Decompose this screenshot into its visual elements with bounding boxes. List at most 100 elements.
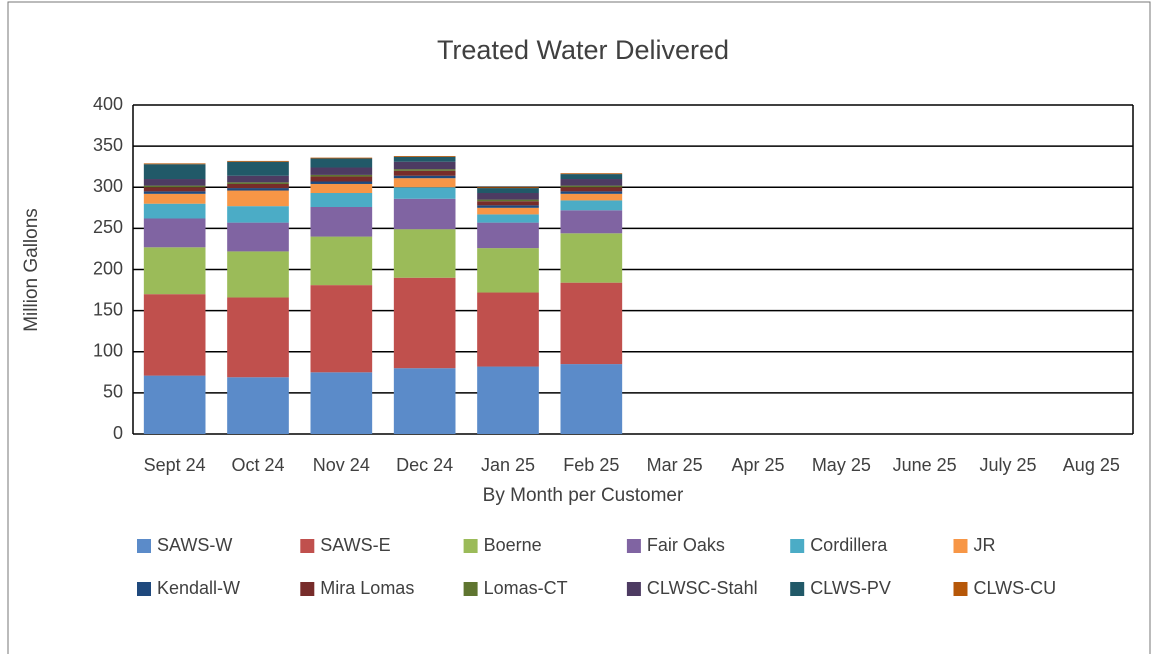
legend-swatch <box>626 539 641 553</box>
bar-segment <box>560 187 623 192</box>
x-tick-label: Jan 25 <box>481 455 535 475</box>
bar-segment <box>143 191 206 194</box>
legend-label: Boerne <box>484 535 542 555</box>
x-tick-label: Sept 24 <box>144 455 206 475</box>
bar-segment <box>560 282 623 365</box>
x-tick-label: July 25 <box>979 455 1036 475</box>
bar-segment <box>477 248 539 293</box>
bar-segment <box>560 173 623 175</box>
y-tick-label: 300 <box>93 176 123 196</box>
bar-segment <box>560 179 623 186</box>
x-tick-label: Apr 25 <box>731 455 784 475</box>
bar-segment <box>393 178 456 188</box>
bar-segment <box>227 377 289 434</box>
bar-segment <box>560 193 623 201</box>
bar-segment <box>310 167 373 175</box>
bar-segment <box>477 207 539 215</box>
bar-segment <box>310 193 373 207</box>
legend-label: CLWSC-Stahl <box>647 578 758 598</box>
legend-label: CLWS-PV <box>810 578 891 598</box>
chart-border <box>7 1 1151 659</box>
bar-segment <box>310 176 373 182</box>
bar-segment <box>393 368 456 434</box>
bar-segment <box>560 364 623 434</box>
chart-title: Treated Water Delivered <box>437 35 729 65</box>
bar-segment <box>143 203 206 219</box>
x-tick-label: Oct 24 <box>231 455 284 475</box>
legend-label: Kendall-W <box>157 578 240 598</box>
bar-segment <box>393 155 456 157</box>
y-tick-label: 50 <box>103 382 123 402</box>
y-tick-label: 350 <box>93 135 123 155</box>
bar-segment <box>143 185 206 188</box>
bar-segment <box>393 187 456 199</box>
bar-segment <box>227 183 289 189</box>
bar-segment <box>310 181 373 184</box>
bar-segment <box>560 191 623 194</box>
bar-segment <box>143 375 206 434</box>
bar-segment <box>477 187 539 189</box>
bar-segment <box>560 210 623 234</box>
legend-label: Lomas-CT <box>484 578 568 598</box>
bar-segment <box>227 161 289 176</box>
bar-segment <box>393 277 456 369</box>
legend-swatch <box>300 539 315 553</box>
bar-segment <box>310 174 373 177</box>
bar-segment <box>477 222 539 249</box>
legend-label: JR <box>974 535 996 555</box>
x-tick-label: Aug 25 <box>1063 455 1120 475</box>
bar-segment <box>477 205 539 208</box>
legend-label: SAWS-W <box>157 535 232 555</box>
bar-segment <box>560 200 623 211</box>
y-tick-label: 200 <box>93 258 123 278</box>
legend-swatch <box>953 539 968 553</box>
bar-segment <box>477 214 539 223</box>
bar-segment <box>393 161 456 170</box>
bar-segment <box>227 297 289 378</box>
bar-segment <box>477 193 539 200</box>
y-tick-label: 100 <box>93 341 123 361</box>
bar-segment <box>310 236 373 286</box>
bar-segment <box>143 187 206 192</box>
x-tick-label: Nov 24 <box>313 455 370 475</box>
bar-segment <box>393 175 456 179</box>
bar-segment <box>310 183 373 194</box>
legend-swatch <box>790 582 805 596</box>
bar-segment <box>560 233 623 283</box>
x-tick-label: Mar 25 <box>647 455 703 475</box>
legend-swatch <box>137 539 151 553</box>
bar-segment <box>560 185 623 188</box>
bar-segment <box>393 156 456 162</box>
legend-swatch <box>626 582 641 596</box>
bar-segment <box>143 179 206 186</box>
bar-segment <box>477 366 539 434</box>
bar-segment <box>227 190 289 207</box>
x-axis-label: By Month per Customer <box>483 485 684 506</box>
bar-segment <box>477 188 539 194</box>
x-tick-label: Dec 24 <box>396 455 453 475</box>
legend-label: Cordillera <box>810 535 888 555</box>
y-tick-label: 150 <box>93 299 123 319</box>
bar-segment <box>227 222 289 252</box>
y-tick-label: 250 <box>93 217 123 237</box>
bar-segment <box>310 158 373 168</box>
legend-label: Fair Oaks <box>647 535 725 555</box>
bar-segment <box>227 182 289 184</box>
x-tick-label: May 25 <box>812 455 871 475</box>
bar-segment <box>477 292 539 367</box>
legend-swatch <box>463 582 478 596</box>
bar-segment <box>393 198 456 230</box>
bar-segment <box>393 229 456 278</box>
legend-swatch <box>137 582 151 596</box>
bar-segment <box>477 201 539 206</box>
bar-segment <box>143 218 206 248</box>
legend-swatch <box>463 539 478 553</box>
legend-label: CLWS-CU <box>974 578 1057 598</box>
bar-segment <box>143 247 206 295</box>
bar-segment <box>393 169 456 171</box>
bar-segment <box>143 294 206 376</box>
bar-segment <box>310 157 373 159</box>
x-tick-label: Feb 25 <box>563 455 619 475</box>
legend-swatch <box>790 539 805 553</box>
